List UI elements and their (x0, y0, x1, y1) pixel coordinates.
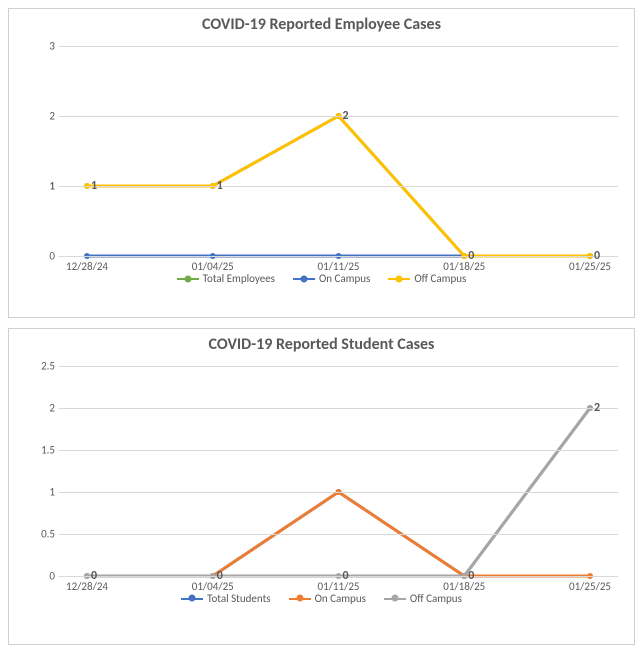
legend-item: On Campus (289, 592, 366, 605)
legend-label: Off Campus (414, 272, 466, 285)
gridline (59, 534, 618, 535)
data-point-label: 0 (343, 569, 349, 583)
y-axis-tick-label: 3 (31, 40, 55, 53)
plot-area: 0112312/28/2401/04/2501/11/2501/18/2501/… (59, 46, 618, 256)
gridline (59, 186, 618, 187)
gridline (59, 46, 618, 47)
gridline (59, 256, 618, 257)
page: COVID-19 Reported Employee Cases 0112312… (0, 0, 643, 653)
x-axis-tick-label: 12/28/24 (66, 260, 108, 273)
legend-item: Off Campus (388, 272, 466, 285)
x-axis-tick-label: 12/28/24 (66, 580, 108, 593)
x-axis-tick-label: 01/25/25 (569, 260, 611, 273)
x-axis-tick-label: 01/11/25 (318, 260, 360, 273)
x-axis-tick-label: 01/18/25 (443, 580, 485, 593)
x-axis-tick-label: 01/11/25 (318, 580, 360, 593)
y-axis-tick-label: 0 (31, 250, 55, 263)
legend-swatch-icon (177, 274, 199, 283)
data-point-label: 1 (91, 179, 97, 193)
gridline (59, 492, 618, 493)
y-axis-tick-label: 2 (31, 110, 55, 123)
data-point-label: 0 (468, 249, 474, 263)
chart-title: COVID-19 Reported Employee Cases (9, 15, 634, 34)
legend-item: On Campus (293, 272, 370, 285)
data-point-label: 0 (468, 569, 474, 583)
legend-label: On Campus (319, 272, 370, 285)
legend-label: On Campus (315, 592, 366, 605)
gridline (59, 576, 618, 577)
y-axis-tick-label: 1.5 (31, 443, 55, 456)
legend-label: Total Employees (203, 272, 275, 285)
legend-swatch-icon (384, 594, 406, 603)
data-point-label: 2 (343, 109, 349, 123)
data-point-label: 0 (217, 569, 223, 583)
chart-lines-icon (59, 366, 618, 576)
data-point-label: 2 (594, 401, 600, 415)
x-axis-tick-label: 01/25/25 (569, 580, 611, 593)
y-axis-tick-label: 1 (31, 485, 55, 498)
legend-label: Off Campus (410, 592, 462, 605)
legend-swatch-icon (388, 274, 410, 283)
legend-swatch-icon (181, 594, 203, 603)
y-axis-tick-label: 2.5 (31, 359, 55, 372)
gridline (59, 408, 618, 409)
x-axis-tick-label: 01/18/25 (443, 260, 485, 273)
employee-cases-chart: COVID-19 Reported Employee Cases 0112312… (8, 8, 635, 318)
data-point-label: 1 (217, 179, 223, 193)
legend-item: Off Campus (384, 592, 462, 605)
plot-area: 00.511.522.512/28/2401/04/2501/11/2501/1… (59, 366, 618, 576)
data-point-label: 0 (91, 569, 97, 583)
x-axis-tick-label: 01/04/25 (192, 580, 234, 593)
gridline (59, 366, 618, 367)
data-point-label: 0 (594, 249, 600, 263)
legend-item: Total Employees (177, 272, 275, 285)
gridline (59, 116, 618, 117)
student-cases-chart: COVID-19 Reported Student Cases 00.511.5… (8, 328, 635, 646)
legend: Total Employees On Campus Off Campus (9, 272, 634, 285)
legend: Total Students On Campus Off Campus (9, 592, 634, 605)
chart-lines-icon (59, 46, 618, 256)
gridline (59, 450, 618, 451)
legend-swatch-icon (289, 594, 311, 603)
legend-swatch-icon (293, 274, 315, 283)
chart-title: COVID-19 Reported Student Cases (9, 335, 634, 354)
y-axis-tick-label: 1 (31, 180, 55, 193)
y-axis-tick-label: 0 (31, 569, 55, 582)
legend-label: Total Students (207, 592, 270, 605)
y-axis-tick-label: 2 (31, 401, 55, 414)
y-axis-tick-label: 0.5 (31, 527, 55, 540)
x-axis-tick-label: 01/04/25 (192, 260, 234, 273)
legend-item: Total Students (181, 592, 270, 605)
